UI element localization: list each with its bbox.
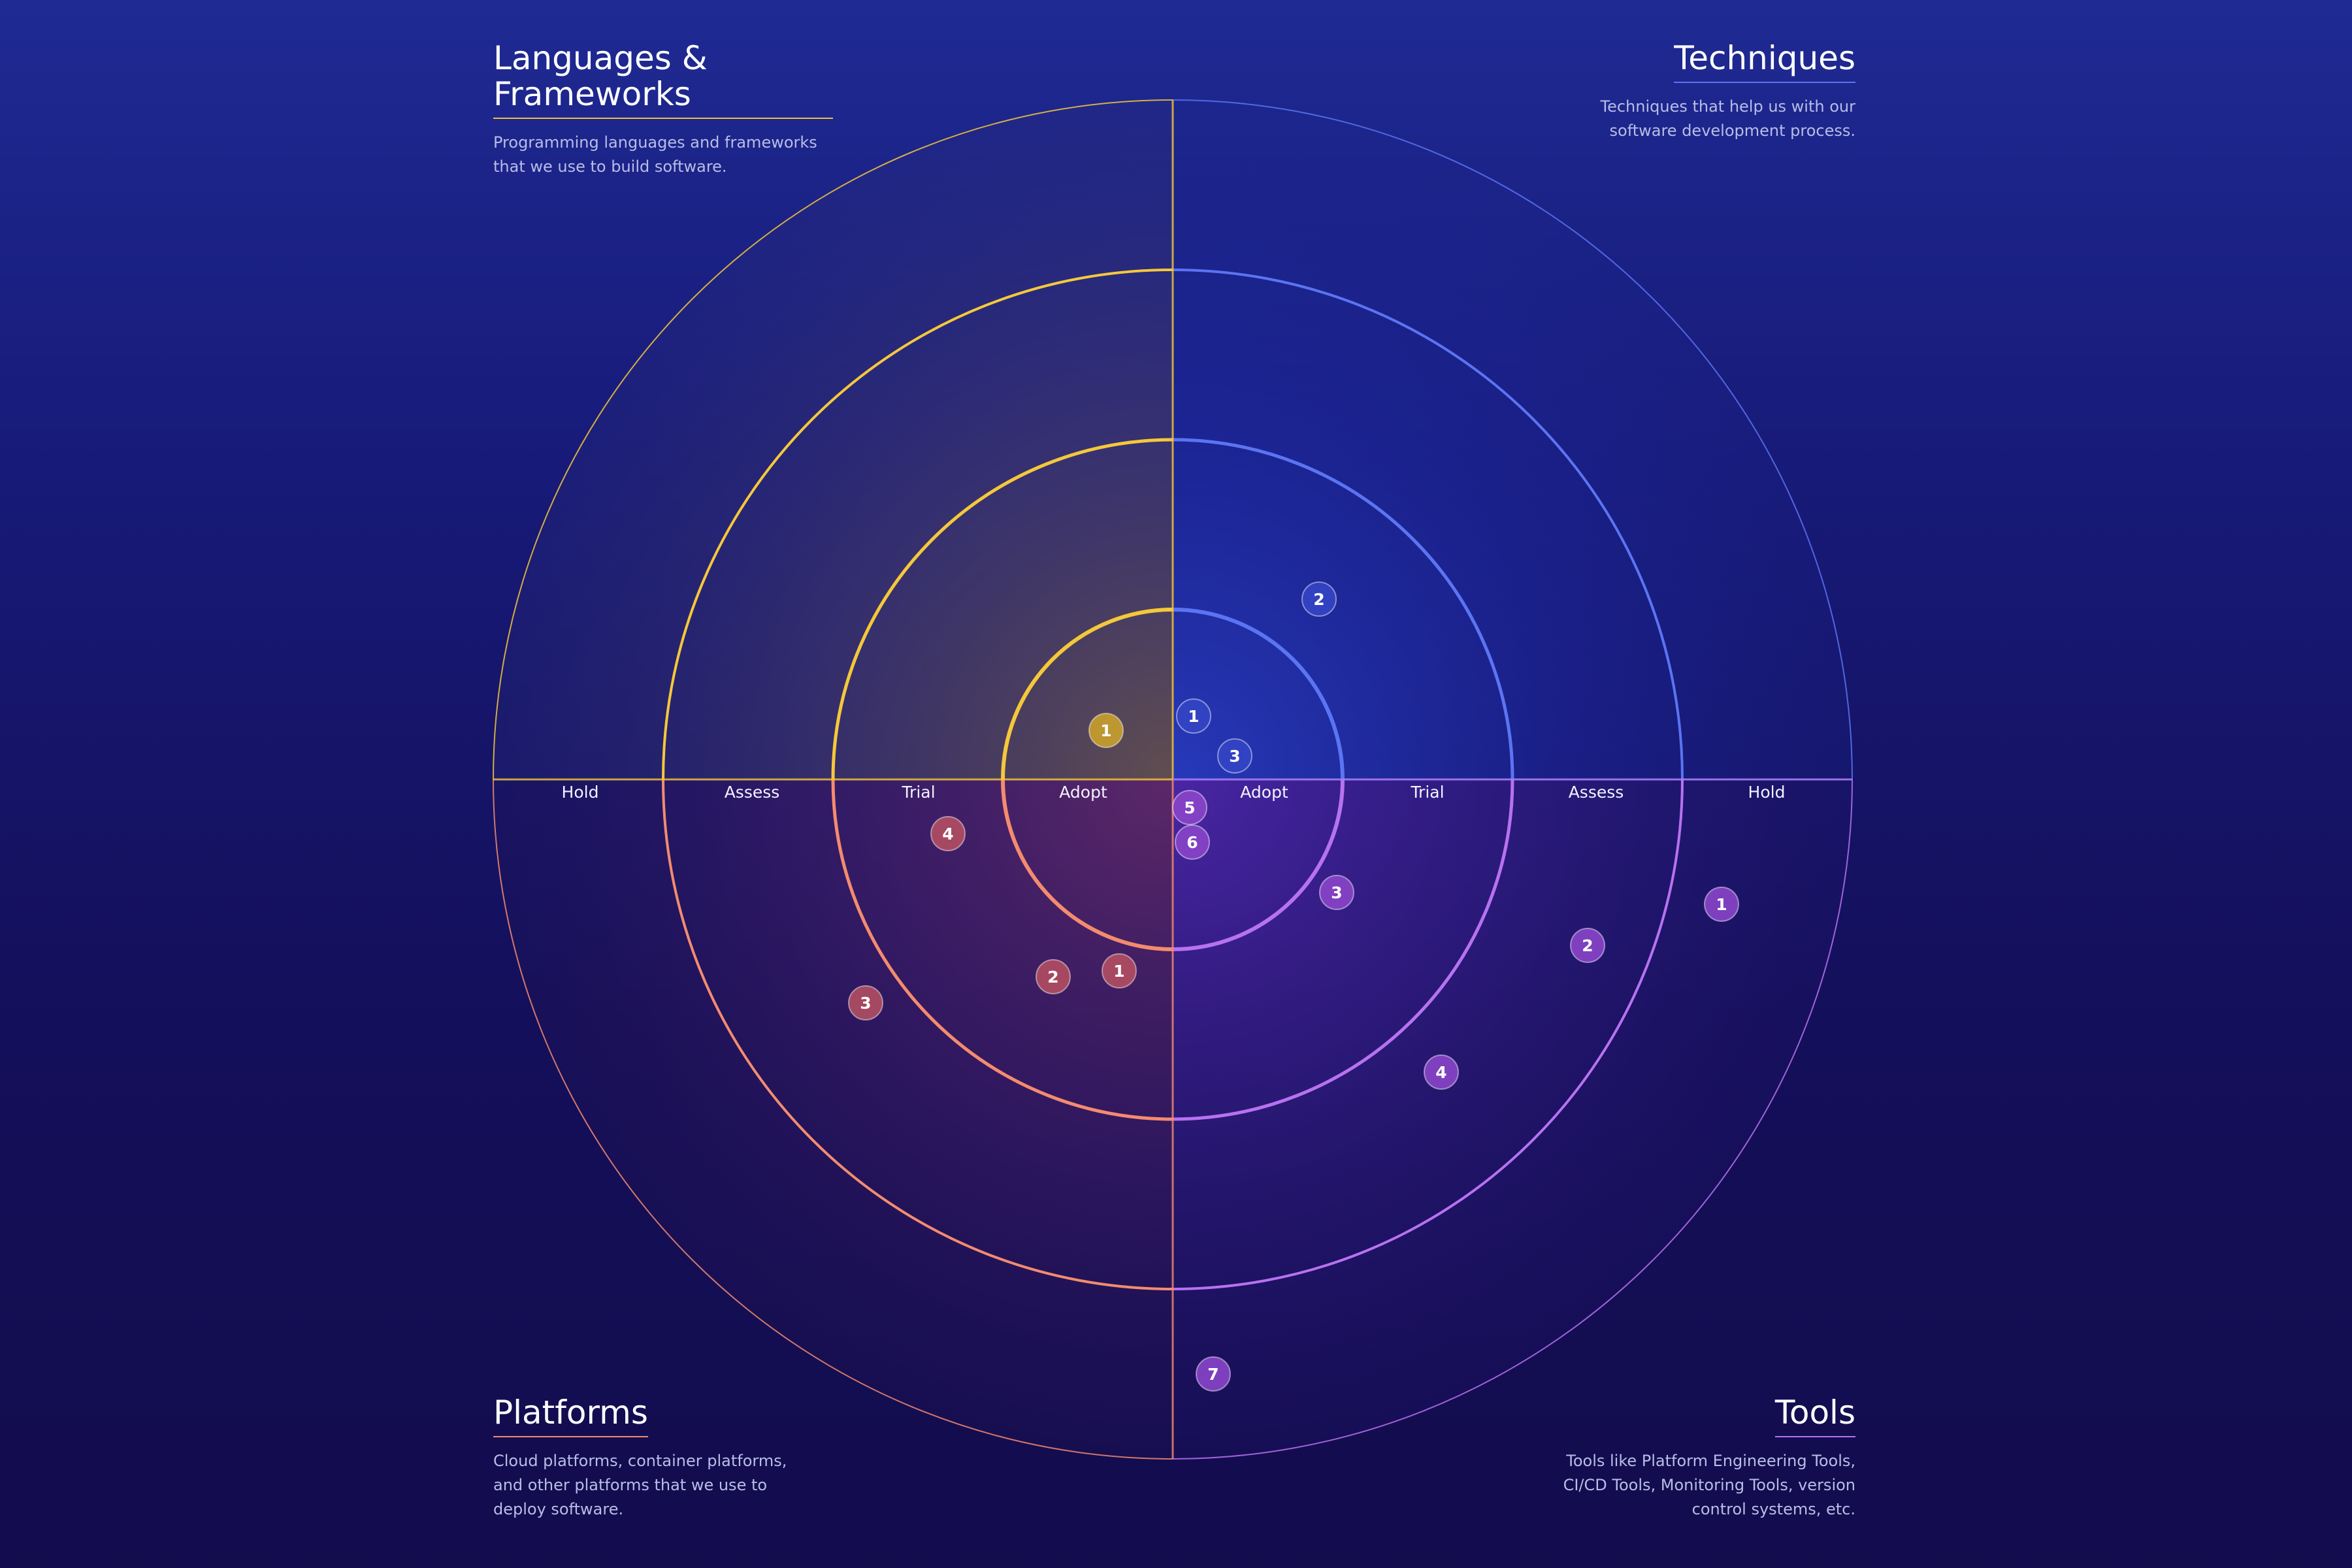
quadrant-fill-techniques — [1173, 100, 1852, 779]
quadrant-description-tools: Tools like Platform Engineering Tools, C… — [1563, 1452, 1855, 1518]
svg-text:2: 2 — [1047, 968, 1058, 987]
rings-languages — [493, 99, 1173, 780]
blip-tools-7[interactable]: 7 — [1196, 1356, 1231, 1392]
quadrant-title-techniques: Techniques — [1674, 41, 1855, 83]
blip-platforms-1[interactable]: 1 — [1102, 953, 1137, 988]
rings-platforms — [493, 779, 1173, 1460]
blip-tools-3[interactable]: 3 — [1319, 875, 1354, 910]
blip-tools-1[interactable]: 1 — [1704, 887, 1739, 922]
svg-text:1: 1 — [1100, 721, 1111, 740]
quadrant-title-platforms: Platforms — [493, 1395, 648, 1437]
blip-platforms-4[interactable]: 4 — [930, 816, 966, 851]
quadrant-platforms: Platforms Cloud platforms, container pla… — [493, 1395, 807, 1522]
blip-tools-2[interactable]: 2 — [1570, 928, 1605, 963]
blip-techniques-1[interactable]: 1 — [1176, 698, 1211, 734]
radar-axes — [493, 100, 1852, 1459]
svg-text:1: 1 — [1113, 962, 1124, 981]
blip-platforms-3[interactable]: 3 — [848, 985, 883, 1021]
svg-text:7: 7 — [1207, 1365, 1218, 1384]
svg-text:3: 3 — [860, 994, 871, 1013]
svg-text:3: 3 — [1229, 747, 1240, 766]
ring-label-trial-left: Trial — [901, 783, 935, 802]
quadrant-description-techniques: Techniques that help us with our softwar… — [1600, 97, 1855, 140]
blip-tools-5[interactable]: 5 — [1172, 790, 1207, 825]
rings-techniques — [1172, 99, 1853, 780]
svg-text:2: 2 — [1582, 936, 1593, 955]
blip-platforms-2[interactable]: 2 — [1036, 959, 1071, 994]
blip-tools-4[interactable]: 4 — [1424, 1054, 1459, 1090]
ring-label-trial-right: Trial — [1410, 783, 1444, 802]
quadrant-title-tools: Tools — [1774, 1395, 1855, 1437]
blip-languages-1[interactable]: 1 — [1088, 713, 1124, 748]
ring-label-adopt-left: Adopt — [1059, 783, 1107, 802]
ring-label-hold-right: Hold — [1748, 783, 1786, 802]
ring-label-adopt-right: Adopt — [1240, 783, 1288, 802]
ring-labels: Hold Assess Trial Adopt Adopt Trial Asse… — [562, 783, 1786, 802]
quadrant-fill-tools — [1173, 779, 1852, 1459]
radar-blips: 1 1 2 3 1 2 3 4 1 2 3 4 5 6 7 — [848, 581, 1739, 1392]
quadrant-description-platforms: Cloud platforms, container platforms, an… — [493, 1452, 787, 1518]
blip-tools-6[interactable]: 6 — [1175, 825, 1210, 860]
quadrant-languages: Languages & Frameworks Programming langu… — [493, 41, 833, 179]
quadrant-title-languages: Languages & Frameworks — [493, 41, 833, 119]
quadrant-fill-platforms — [493, 779, 1173, 1459]
ring-label-assess-right: Assess — [1569, 783, 1624, 802]
quadrant-fill-languages — [493, 100, 1173, 779]
rings-tools — [1172, 779, 1853, 1460]
svg-text:5: 5 — [1184, 798, 1195, 817]
svg-text:2: 2 — [1313, 590, 1324, 609]
ring-label-hold-left: Hold — [562, 783, 599, 802]
quadrant-techniques: Techniques Techniques that help us with … — [1548, 41, 1855, 143]
svg-text:1: 1 — [1716, 895, 1727, 914]
svg-text:3: 3 — [1331, 883, 1342, 902]
quadrant-tools: Tools Tools like Platform Engineering To… — [1548, 1395, 1855, 1522]
svg-text:1: 1 — [1188, 707, 1199, 726]
svg-text:4: 4 — [1435, 1063, 1446, 1082]
blip-techniques-3[interactable]: 3 — [1217, 738, 1252, 774]
svg-text:4: 4 — [942, 825, 953, 843]
quadrant-description-languages: Programming languages and frameworks tha… — [493, 133, 817, 176]
ring-label-assess-left: Assess — [725, 783, 780, 802]
svg-text:6: 6 — [1186, 833, 1198, 852]
blip-techniques-2[interactable]: 2 — [1301, 581, 1337, 617]
